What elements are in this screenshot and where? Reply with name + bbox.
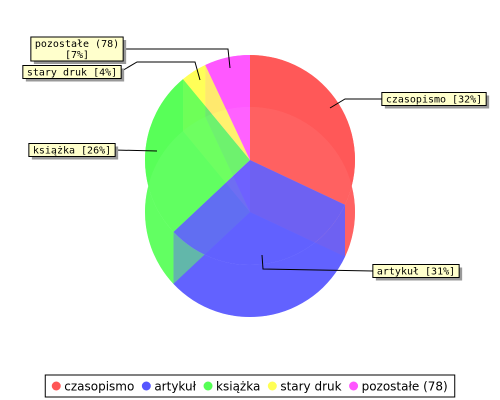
value-label: czasopismo [32%] (386, 95, 482, 106)
callout-box (28, 143, 116, 157)
value-label: pozostałe (78) [7%] (35, 39, 119, 61)
slice (145, 79, 250, 232)
callout-box (30, 36, 124, 62)
legend-box (44, 374, 456, 398)
callout: pozostałe (78) [7%] (30, 36, 127, 64)
callout: artykuł [31%] (372, 264, 463, 281)
legend-marker (141, 381, 151, 391)
legend-marker (203, 381, 213, 391)
legend: czasopismo artykuł książka stary druk pozost… (44, 374, 456, 398)
slice (183, 64, 250, 160)
slice (250, 55, 355, 205)
leader-line (329, 98, 382, 109)
legend-marker (51, 381, 61, 391)
leader-line (126, 48, 231, 69)
slice (205, 55, 250, 160)
legend-label: stary druk (280, 380, 341, 394)
legend-label: artykuł (154, 380, 196, 394)
callout-box (381, 92, 487, 106)
leader-line (113, 149, 158, 152)
callout-box (372, 264, 460, 278)
value-label: książka [26%] (33, 146, 111, 157)
leader-line (261, 254, 374, 272)
callout: czasopismo [32%] (381, 92, 490, 109)
value-label: stary druk [4%] (27, 68, 117, 79)
callout-box (22, 65, 122, 79)
legend-marker (267, 381, 277, 391)
legend-label: czasopismo (64, 380, 134, 394)
leader-line (119, 61, 201, 81)
slice (173, 160, 346, 265)
legend-label: książka (216, 380, 260, 394)
callout: książka [26%] (28, 143, 119, 160)
value-label: artykuł [31%] (377, 267, 455, 278)
legend-label: pozostałe (78) (362, 380, 448, 394)
callout: stary druk [4%] (22, 65, 125, 82)
legend-marker (349, 381, 359, 391)
